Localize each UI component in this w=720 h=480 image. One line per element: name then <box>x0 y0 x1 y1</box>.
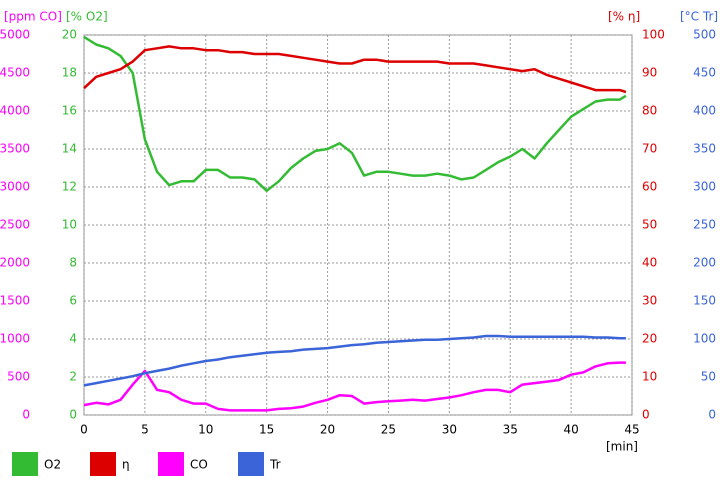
x-tick-label: 30 <box>442 423 457 437</box>
y-tick-label: 0 <box>22 408 30 422</box>
y-tick-label: 1500 <box>0 294 30 308</box>
x-tick-label: 25 <box>381 423 396 437</box>
legend-swatch <box>12 452 38 476</box>
y-tick-label: 50 <box>701 370 716 384</box>
y-tick-label: 250 <box>693 218 716 232</box>
y-tick-label: 90 <box>642 66 657 80</box>
legend-swatch <box>238 452 264 476</box>
y-tick-label: 10 <box>62 218 77 232</box>
y-tick-label: 6 <box>69 294 77 308</box>
legend-swatch <box>158 452 184 476</box>
y-tick-label: 10 <box>642 370 657 384</box>
x-tick-label: 40 <box>563 423 578 437</box>
y-tick-label: 500 <box>7 370 30 384</box>
y-tick-label: 20 <box>62 28 77 42</box>
y-tick-label: 14 <box>62 142 77 156</box>
legend-swatch <box>90 452 116 476</box>
y-tick-label: 350 <box>693 142 716 156</box>
y-tick-label: 4 <box>69 332 77 346</box>
y-tick-label: 60 <box>642 180 657 194</box>
y-tick-label: 0 <box>642 408 650 422</box>
legend-label: η <box>122 458 130 472</box>
series-line <box>83 35 627 193</box>
y-tick-label: 100 <box>642 28 665 42</box>
y-tick-label: 50 <box>642 218 657 232</box>
y-tick-label: 500 <box>693 28 716 42</box>
y-tick-label: 450 <box>693 66 716 80</box>
y-tick-label: 20 <box>642 332 657 346</box>
y-tick-label: 150 <box>693 294 716 308</box>
y-tick-label: 4000 <box>0 104 30 118</box>
series-line <box>83 361 626 412</box>
y-tick-label: 80 <box>642 104 657 118</box>
x-tick-label: 20 <box>320 423 335 437</box>
y-tick-label: 200 <box>693 256 716 270</box>
y-tick-label: 18 <box>62 66 77 80</box>
y-tick-label: 4500 <box>0 66 30 80</box>
y-axis-label: [°C Tr] <box>680 10 718 24</box>
y-tick-label: 5000 <box>0 28 30 42</box>
x-tick-label: 5 <box>141 423 149 437</box>
x-tick-label: 0 <box>80 423 88 437</box>
y-tick-label: 16 <box>62 104 77 118</box>
series-line <box>83 45 627 94</box>
y-tick-label: 2 <box>69 370 77 384</box>
y-tick-label: 8 <box>69 256 77 270</box>
legend-label: O2 <box>44 458 61 472</box>
y-tick-label: 0 <box>69 408 77 422</box>
y-tick-label: 3500 <box>0 142 30 156</box>
y-tick-label: 2000 <box>0 256 30 270</box>
y-tick-label: 3000 <box>0 180 30 194</box>
x-tick-label: 15 <box>259 423 274 437</box>
y-tick-label: 400 <box>693 104 716 118</box>
y-tick-label: 70 <box>642 142 657 156</box>
x-tick-label: 45 <box>624 423 639 437</box>
y-tick-label: 300 <box>693 180 716 194</box>
y-axis-label: [ppm CO] <box>4 10 62 24</box>
y-tick-label: 12 <box>62 180 77 194</box>
legend-label: Tr <box>269 458 281 472</box>
y-tick-label: 40 <box>642 256 657 270</box>
y-axis-label: [% η] <box>608 10 640 24</box>
y-tick-label: 30 <box>642 294 657 308</box>
y-tick-label: 100 <box>693 332 716 346</box>
y-tick-label: 2500 <box>0 218 30 232</box>
x-tick-label: 35 <box>503 423 518 437</box>
series-line <box>83 334 626 387</box>
x-axis-label: [min] <box>606 440 638 454</box>
y-axis-label: [% O2] <box>66 10 108 24</box>
x-tick-label: 10 <box>198 423 213 437</box>
y-tick-label: 0 <box>708 408 716 422</box>
y-tick-label: 1000 <box>0 332 30 346</box>
legend-label: CO <box>190 458 208 472</box>
